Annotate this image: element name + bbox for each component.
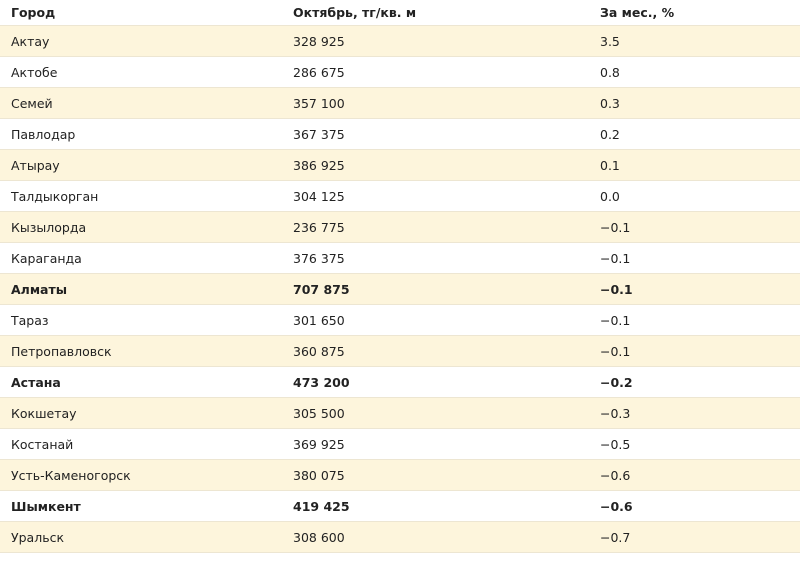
cell-city: Караганда xyxy=(11,250,82,266)
cell-change: 0.0 xyxy=(600,188,620,204)
cell-price: 360 875 xyxy=(293,343,345,359)
cell-price: 376 375 xyxy=(293,250,345,266)
header-city: Город xyxy=(11,5,56,20)
table-body: Актау 328 925 3.5 Актобе 286 675 0.8 Семей 357 … xyxy=(0,26,800,553)
cell-change: −0.1 xyxy=(600,312,631,328)
cell-city: Актобе xyxy=(11,64,58,80)
table-row: Алматы 707 875 −0.1 xyxy=(0,274,800,305)
cell-change: 0.3 xyxy=(600,95,620,111)
cell-price: 305 500 xyxy=(293,405,345,421)
table-row: Атырау 386 925 0.1 xyxy=(0,150,800,181)
cell-price: 419 425 xyxy=(293,498,350,514)
cell-price: 304 125 xyxy=(293,188,345,204)
cell-price: 286 675 xyxy=(293,64,345,80)
cell-city: Петропавловск xyxy=(11,343,112,359)
cell-change: −0.5 xyxy=(600,436,631,452)
table-row: Усть-Каменогорск 380 075 −0.6 xyxy=(0,460,800,491)
table-row: Костанай 369 925 −0.5 xyxy=(0,429,800,460)
cell-price: 357 100 xyxy=(293,95,345,111)
cell-price: 367 375 xyxy=(293,126,345,142)
cell-change: −0.1 xyxy=(600,250,631,266)
cell-price: 473 200 xyxy=(293,374,350,390)
table-row: Астана 473 200 −0.2 xyxy=(0,367,800,398)
cell-change: 0.8 xyxy=(600,64,620,80)
table-row: Талдыкорган 304 125 0.0 xyxy=(0,181,800,212)
cell-change: −0.6 xyxy=(600,498,633,514)
table-row: Шымкент 419 425 −0.6 xyxy=(0,491,800,522)
cell-change: −0.2 xyxy=(600,374,633,390)
cell-change: −0.1 xyxy=(600,343,631,359)
header-october-price: Октябрь, тг/кв. м xyxy=(293,5,417,20)
table-row: Кызылорда 236 775 −0.1 xyxy=(0,212,800,243)
header-month-change: За мес., % xyxy=(600,5,675,20)
table-row: Актау 328 925 3.5 xyxy=(0,26,800,57)
cell-change: 0.2 xyxy=(600,126,620,142)
cell-price: 369 925 xyxy=(293,436,345,452)
cell-city: Шымкент xyxy=(11,498,81,514)
cell-city: Атырау xyxy=(11,157,60,173)
cell-city: Кызылорда xyxy=(11,219,87,235)
cell-city: Костанай xyxy=(11,436,74,452)
cell-change: −0.6 xyxy=(600,467,631,483)
table-row: Актобе 286 675 0.8 xyxy=(0,57,800,88)
cell-price: 328 925 xyxy=(293,33,345,49)
cell-city: Усть-Каменогорск xyxy=(11,467,131,483)
cell-change: −0.1 xyxy=(600,219,631,235)
table-row: Тараз 301 650 −0.1 xyxy=(0,305,800,336)
table-header: Город Октябрь, тг/кв. м За мес., % xyxy=(0,0,800,26)
cell-city: Павлодар xyxy=(11,126,76,142)
cell-change: 3.5 xyxy=(600,33,620,49)
cell-price: 380 075 xyxy=(293,467,345,483)
cell-city: Кокшетау xyxy=(11,405,77,421)
cell-price: 707 875 xyxy=(293,281,350,297)
table-row: Караганда 376 375 −0.1 xyxy=(0,243,800,274)
cell-change: −0.1 xyxy=(600,281,633,297)
table-row: Павлодар 367 375 0.2 xyxy=(0,119,800,150)
cell-change: −0.7 xyxy=(600,529,631,545)
cell-city: Астана xyxy=(11,374,61,390)
cell-city: Тараз xyxy=(11,312,49,328)
cell-city: Уральск xyxy=(11,529,64,545)
cell-change: −0.3 xyxy=(600,405,631,421)
table-row: Уральск 308 600 −0.7 xyxy=(0,522,800,553)
table-row: Семей 357 100 0.3 xyxy=(0,88,800,119)
cell-city: Алматы xyxy=(11,281,68,297)
cell-price: 301 650 xyxy=(293,312,345,328)
cell-price: 308 600 xyxy=(293,529,345,545)
table-row: Кокшетау 305 500 −0.3 xyxy=(0,398,800,429)
cell-city: Талдыкорган xyxy=(11,188,99,204)
cell-price: 386 925 xyxy=(293,157,345,173)
cell-price: 236 775 xyxy=(293,219,345,235)
cell-city: Семей xyxy=(11,95,53,111)
cell-city: Актау xyxy=(11,33,50,49)
cell-change: 0.1 xyxy=(600,157,620,173)
table-row: Петропавловск 360 875 −0.1 xyxy=(0,336,800,367)
